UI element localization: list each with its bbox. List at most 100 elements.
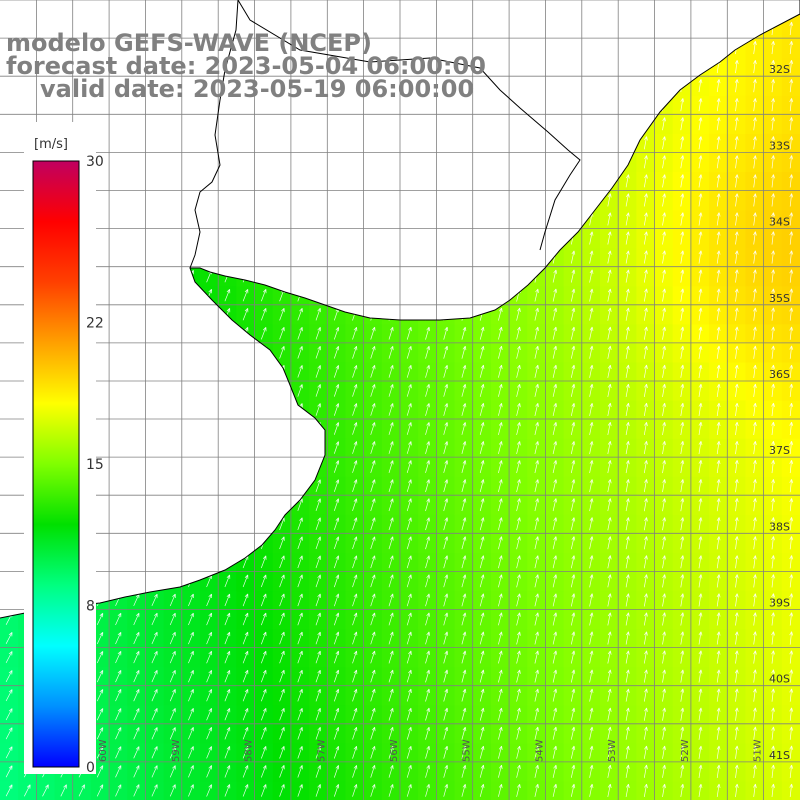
wind-arrow	[589, 555, 594, 569]
wind-arrow	[753, 726, 757, 740]
wind-arrow	[260, 765, 267, 778]
wind-arrow	[388, 555, 394, 569]
wind-arrow	[242, 307, 249, 321]
wind-speed-cell	[218, 609, 237, 630]
wind-speed-cell	[127, 685, 147, 706]
wind-arrow	[5, 651, 13, 664]
wind-arrow	[716, 250, 721, 264]
wind-speed-cell	[490, 704, 510, 725]
wind-arrow	[552, 688, 558, 702]
wind-arrow	[406, 460, 412, 474]
wind-arrow	[643, 174, 648, 188]
wind-arrow	[607, 250, 612, 264]
wind-arrow	[589, 688, 594, 702]
wind-arrow	[352, 726, 358, 740]
wind-speed-cell	[654, 304, 674, 325]
wind-speed-cell	[581, 571, 601, 592]
wind-arrow	[333, 441, 340, 454]
wind-arrow	[662, 650, 666, 664]
wind-arrow	[643, 479, 648, 493]
wind-arrow	[224, 746, 231, 759]
wind-arrow	[461, 688, 467, 702]
wind-speed-cell	[400, 323, 419, 344]
wind-arrow	[753, 79, 757, 93]
wind-arrow	[716, 193, 721, 207]
wind-arrow	[333, 688, 340, 702]
wind-arrow	[78, 784, 85, 797]
wind-arrow	[753, 688, 757, 702]
wind-arrow	[771, 402, 775, 417]
wind-speed-cell	[636, 361, 656, 382]
wind-arrow	[734, 288, 739, 302]
wind-arrow	[789, 764, 794, 778]
wind-arrow	[625, 460, 630, 474]
wind-arrow	[753, 307, 757, 321]
wind-speed-cell	[109, 742, 128, 763]
wind-arrow	[680, 726, 685, 740]
wind-arrow	[789, 117, 794, 131]
wind-speed-cell	[454, 723, 474, 744]
wind-arrow	[680, 536, 685, 550]
wind-arrow	[370, 517, 376, 531]
wind-speed-cell	[363, 628, 383, 649]
wind-speed-cell	[290, 666, 310, 687]
wind-speed-cell	[309, 723, 328, 744]
wind-arrow	[352, 479, 358, 493]
wind-arrow	[425, 383, 430, 397]
wind-speed-cell	[509, 571, 528, 592]
wind-arrow	[333, 745, 340, 759]
wind-speed-cell	[709, 95, 728, 115]
wind-arrow	[188, 650, 194, 664]
wind-arrow	[753, 269, 757, 283]
wind-arrow	[315, 307, 321, 321]
wind-arrow	[315, 536, 321, 550]
wind-arrow	[753, 745, 757, 759]
wind-arrow	[370, 326, 376, 340]
wind-arrow	[552, 269, 558, 283]
longitude-label: 58W	[244, 739, 255, 762]
wind-arrow	[315, 784, 321, 797]
wind-arrow	[643, 707, 648, 721]
wind-arrow	[570, 345, 576, 359]
wind-arrow	[753, 441, 757, 455]
wind-speed-cell	[490, 666, 510, 687]
wind-arrow	[406, 650, 412, 664]
wind-arrow	[698, 98, 703, 112]
wind-arrow	[552, 612, 558, 626]
wind-arrow	[479, 498, 485, 512]
wind-arrow	[115, 650, 122, 664]
wind-arrow	[133, 746, 140, 759]
wind-arrow	[589, 288, 594, 302]
wind-speed-cell	[709, 552, 728, 573]
wind-speed-cell	[290, 628, 310, 649]
wind-arrow	[698, 764, 703, 778]
wind-speed-cell	[254, 304, 274, 325]
wind-arrow	[388, 326, 394, 340]
wind-arrow	[425, 422, 430, 435]
wind-arrow	[242, 650, 249, 664]
wind-arrow	[461, 593, 467, 607]
wind-speed-cell	[254, 761, 274, 782]
wind-arrow	[534, 726, 539, 740]
wind-arrow	[479, 345, 485, 359]
wind-arrow	[115, 727, 122, 740]
wind-arrow	[771, 212, 775, 226]
wind-speed-cell	[709, 114, 728, 134]
wind-arrow	[315, 479, 321, 493]
wind-arrow	[753, 402, 757, 417]
wind-arrow	[133, 784, 140, 797]
wind-speed-cell	[127, 723, 147, 744]
wind-arrow	[297, 784, 303, 797]
wind-arrow	[498, 688, 503, 702]
wind-speed-cell	[400, 533, 419, 553]
wind-speed-cell	[163, 647, 183, 668]
wind-speed-cell	[145, 685, 165, 706]
wind-arrow	[60, 784, 67, 797]
wind-arrow	[534, 498, 539, 512]
wind-arrow	[570, 555, 576, 569]
wind-speed-cell	[563, 723, 583, 744]
wind-arrow	[570, 441, 576, 455]
wind-arrow	[643, 422, 648, 436]
wind-arrow	[479, 479, 485, 493]
